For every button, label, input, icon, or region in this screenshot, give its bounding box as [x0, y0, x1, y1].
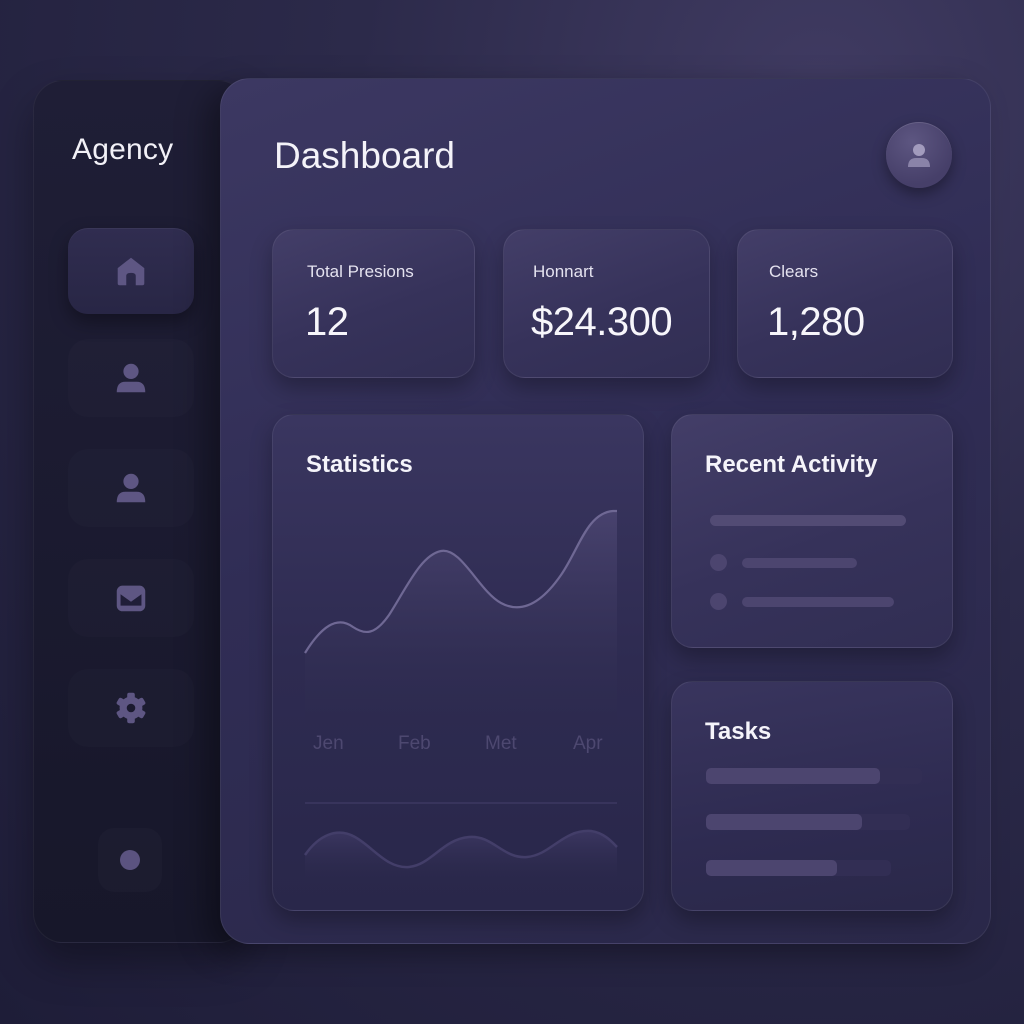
sidebar-item-profile[interactable]	[68, 339, 194, 417]
stat-card-honnart[interactable]: Honnart $24.300	[503, 229, 710, 378]
mail-icon	[116, 585, 146, 612]
user-icon	[116, 363, 146, 393]
sidebar-item-home[interactable]	[68, 228, 194, 314]
task-progress-bar[interactable]	[706, 768, 922, 784]
bullet-dot-icon	[710, 554, 727, 571]
stat-value: 1,280	[767, 300, 865, 344]
x-axis-label: Met	[485, 733, 517, 754]
brand-logo-text: Agency	[72, 133, 174, 166]
stat-value: 12	[305, 300, 349, 344]
tasks-title: Tasks	[705, 718, 772, 745]
task-progress-fill	[706, 814, 862, 830]
user-avatar-icon	[908, 144, 930, 167]
tasks-card: Tasks	[671, 681, 953, 911]
sidebar: Agency	[33, 80, 248, 943]
user-icon	[116, 473, 146, 503]
activity-item[interactable]	[710, 592, 900, 610]
x-axis-label: Apr	[573, 733, 603, 754]
sidebar-status-button[interactable]	[98, 828, 162, 892]
task-progress-fill	[706, 860, 837, 876]
activity-line-placeholder	[710, 515, 906, 526]
page-title: Dashboard	[274, 135, 456, 176]
user-avatar-button[interactable]	[886, 122, 952, 188]
activity-line-placeholder	[742, 558, 857, 568]
stat-card-clears[interactable]: Clears 1,280	[737, 229, 953, 378]
gear-icon	[116, 692, 146, 724]
activity-line-placeholder	[742, 597, 894, 607]
stat-label: Total Presions	[307, 262, 414, 281]
activity-item[interactable]	[710, 515, 906, 526]
recent-activity-title: Recent Activity	[705, 451, 878, 478]
stat-value: $24.300	[531, 300, 673, 344]
stat-label: Honnart	[533, 262, 594, 281]
recent-activity-card: Recent Activity	[671, 414, 953, 648]
task-progress-fill	[706, 768, 880, 784]
sidebar-item-messages[interactable]	[68, 559, 194, 637]
x-axis-label: Feb	[398, 733, 431, 754]
statistics-card: Statistics Jen Feb Met	[272, 414, 644, 911]
sidebar-item-team[interactable]	[68, 449, 194, 527]
x-axis-label: Jen	[313, 733, 344, 754]
dot-icon	[120, 850, 140, 870]
stat-label: Clears	[769, 262, 819, 281]
task-progress-bar[interactable]	[706, 814, 910, 830]
stat-card-total-presions[interactable]: Total Presions 12	[272, 229, 475, 378]
sidebar-item-settings[interactable]	[68, 669, 194, 747]
statistics-title: Statistics	[306, 451, 413, 478]
task-progress-bar[interactable]	[706, 860, 891, 876]
main-panel: Dashboard Total Presions 12 Honnart $24.…	[220, 78, 991, 944]
activity-item[interactable]	[710, 553, 860, 571]
bullet-dot-icon	[710, 593, 727, 610]
statistics-area-chart	[303, 509, 618, 885]
home-icon	[117, 257, 145, 286]
